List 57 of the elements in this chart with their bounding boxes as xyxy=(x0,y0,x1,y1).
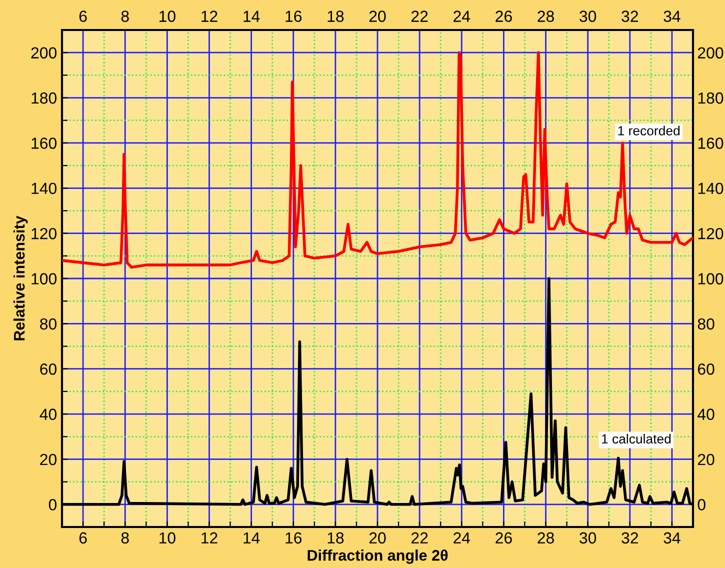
x-tick-label: 16 xyxy=(286,532,302,544)
x2-tick-label: 32 xyxy=(622,10,638,22)
x2-tick-label: 12 xyxy=(202,10,218,22)
series-label: 1 recorded xyxy=(618,126,680,136)
x2-tick-label: 6 xyxy=(79,10,87,22)
x-tick-label: 20 xyxy=(369,532,386,544)
y-tick-label: 100 xyxy=(32,273,57,284)
y-tick-label: 180 xyxy=(32,92,57,104)
x-tick-label: 28 xyxy=(538,532,554,544)
y-tick-label: 160 xyxy=(32,138,57,149)
x2-tick-label: 10 xyxy=(160,10,176,22)
x-tick-label: 6 xyxy=(79,532,87,544)
y-tick-label: 0 xyxy=(48,499,57,510)
x-axis-title: Diffraction angle 2θ xyxy=(308,550,448,564)
x-tick-label: 22 xyxy=(411,532,428,544)
y-tick-label: 120 xyxy=(32,228,57,240)
x2-tick-label: 34 xyxy=(664,10,680,22)
x2-tick-label: 18 xyxy=(328,10,344,22)
x-tick-label: 26 xyxy=(496,532,512,544)
x-tick-label: 34 xyxy=(664,532,680,544)
y2-tick-label: 100 xyxy=(698,273,724,284)
x-tick-label: 14 xyxy=(244,532,260,544)
y2-tick-label: 180 xyxy=(698,92,724,104)
x2-tick-label: 8 xyxy=(121,10,129,22)
x-tick-label: 8 xyxy=(121,532,129,544)
x-tick-label: 24 xyxy=(454,532,470,544)
y2-tick-label: 0 xyxy=(698,499,706,510)
x2-tick-label: 30 xyxy=(580,10,596,22)
y2-tick-label: 40 xyxy=(698,408,714,420)
y2-tick-label: 140 xyxy=(698,182,724,194)
y-tick-label: 80 xyxy=(40,318,57,330)
x2-tick-label: 20 xyxy=(369,10,386,22)
x-tick-label: 18 xyxy=(328,532,344,544)
x-tick-label: 12 xyxy=(202,532,218,544)
y-tick-label: 20 xyxy=(40,454,57,466)
x2-tick-label: 16 xyxy=(286,10,302,22)
x2-tick-label: 26 xyxy=(496,10,512,22)
y2-tick-label: 20 xyxy=(698,454,714,466)
y-tick-label: 200 xyxy=(31,47,57,59)
x-tick-label: 10 xyxy=(160,532,176,544)
y-tick-label: 140 xyxy=(32,182,57,194)
y2-tick-label: 60 xyxy=(698,364,714,375)
x2-tick-label: 22 xyxy=(411,10,428,22)
series-label: 1 calculated xyxy=(602,434,671,444)
x-tick-label: 32 xyxy=(622,532,638,544)
y-tick-label: 40 xyxy=(40,408,57,420)
x2-tick-label: 24 xyxy=(454,10,470,22)
x2-tick-label: 28 xyxy=(538,10,554,22)
x-tick-label: 30 xyxy=(580,532,596,544)
y2-tick-label: 80 xyxy=(698,318,714,330)
x2-tick-label: 14 xyxy=(244,10,260,22)
y-axis-title: Relative intensity xyxy=(13,216,28,340)
line-series xyxy=(62,51,693,269)
y-tick-label: 60 xyxy=(40,364,57,375)
y2-tick-label: 160 xyxy=(698,138,724,149)
y2-tick-label: 200 xyxy=(698,47,724,59)
y2-tick-label: 120 xyxy=(698,228,724,240)
